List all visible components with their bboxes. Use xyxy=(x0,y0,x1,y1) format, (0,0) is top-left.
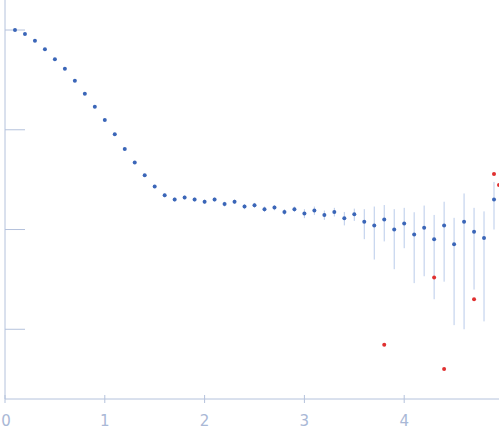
x-tick xyxy=(5,395,6,403)
error-bar xyxy=(364,209,365,239)
error-bar xyxy=(494,182,495,230)
data-point xyxy=(272,206,276,210)
data-point xyxy=(362,220,366,224)
error-bar xyxy=(484,211,485,321)
data-point xyxy=(442,367,446,371)
data-point xyxy=(322,213,326,217)
data-point xyxy=(402,221,406,225)
data-point xyxy=(33,39,37,43)
data-point xyxy=(93,105,97,109)
data-point xyxy=(382,343,386,347)
data-point xyxy=(203,200,207,204)
data-point xyxy=(13,28,17,32)
data-point xyxy=(472,297,476,301)
data-point xyxy=(352,212,356,216)
x-tick xyxy=(204,395,205,403)
error-bar xyxy=(394,209,395,269)
y-tick xyxy=(5,229,25,230)
x-tick-label: 3 xyxy=(300,412,310,430)
data-point xyxy=(292,207,296,211)
data-point xyxy=(482,236,486,240)
data-point xyxy=(73,79,77,83)
data-point xyxy=(143,173,147,177)
data-point xyxy=(173,198,177,202)
data-point xyxy=(83,92,87,96)
x-tick-label: 4 xyxy=(399,412,409,430)
y-axis xyxy=(5,0,6,399)
data-point xyxy=(153,184,157,188)
data-point xyxy=(372,223,376,227)
data-point xyxy=(492,172,496,176)
data-point xyxy=(133,160,137,164)
x-tick-label: 1 xyxy=(100,412,110,430)
error-bar xyxy=(464,193,465,329)
data-point xyxy=(282,210,286,214)
y-tick xyxy=(5,329,25,330)
error-bar xyxy=(444,202,445,282)
plot-area xyxy=(13,28,499,371)
x-tick xyxy=(104,395,105,403)
error-bar xyxy=(474,208,475,290)
data-point xyxy=(213,198,217,202)
error-bar xyxy=(374,207,375,260)
error-bar xyxy=(424,206,425,277)
data-point xyxy=(432,237,436,241)
data-point xyxy=(63,67,67,71)
y-tick xyxy=(5,129,25,130)
data-point xyxy=(123,147,127,151)
data-point xyxy=(233,200,237,204)
data-point xyxy=(53,57,57,61)
data-point xyxy=(163,193,167,197)
x-tick-label: 0 xyxy=(1,412,11,430)
error-bar xyxy=(384,205,385,241)
data-point xyxy=(452,242,456,246)
data-point xyxy=(302,211,306,215)
data-point xyxy=(223,202,227,206)
data-point xyxy=(382,218,386,222)
data-point xyxy=(422,226,426,230)
data-point xyxy=(412,233,416,237)
data-point xyxy=(432,276,436,280)
x-tick xyxy=(404,395,405,403)
data-point xyxy=(252,203,256,207)
data-point xyxy=(103,118,107,122)
data-point xyxy=(442,223,446,227)
data-point xyxy=(472,230,476,234)
data-point xyxy=(332,210,336,214)
data-point xyxy=(497,183,499,187)
data-point xyxy=(392,228,396,232)
x-axis xyxy=(5,399,499,400)
error-bar xyxy=(454,218,455,325)
x-tick xyxy=(304,395,305,403)
chart: 0 1 2 3 4 xyxy=(0,0,499,437)
data-point xyxy=(243,205,247,209)
data-point xyxy=(193,198,197,202)
data-point xyxy=(492,198,496,202)
data-point xyxy=(342,216,346,220)
x-tick-label: 2 xyxy=(200,412,210,430)
data-point xyxy=(262,207,266,211)
error-bar xyxy=(414,212,415,283)
data-point xyxy=(462,220,466,224)
data-point xyxy=(43,47,47,51)
data-point xyxy=(113,132,117,136)
error-bar xyxy=(434,215,435,299)
error-bar xyxy=(404,208,405,248)
data-point xyxy=(183,195,187,199)
data-point xyxy=(23,32,27,36)
data-point xyxy=(312,209,316,213)
